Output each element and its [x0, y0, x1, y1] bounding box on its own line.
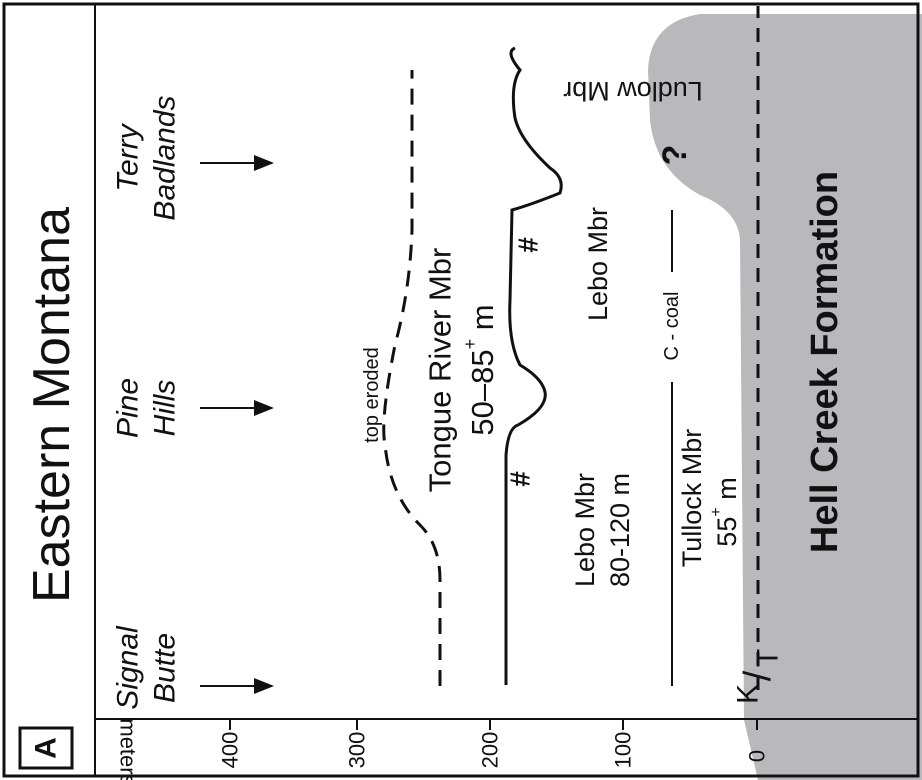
axis-tick-label: 100 — [611, 732, 636, 769]
lebo-right-label: Lebo Mbr — [583, 207, 613, 321]
locality-name-line1: Terry — [112, 122, 145, 191]
locality-name-line2: Hills — [149, 380, 182, 437]
axis-unit-label: meters — [116, 718, 141, 780]
panel-letter-box — [18, 726, 74, 770]
axis-tick-label: 300 — [345, 732, 370, 769]
kt-label-slash: / — [737, 670, 779, 681]
axis-tick-label: 400 — [218, 732, 243, 769]
hell-creek-label: Hell Creek Formation — [804, 171, 846, 553]
hash-symbol-left: # — [505, 471, 536, 487]
question-mark: ? — [656, 145, 694, 166]
kt-label-t: T — [752, 649, 785, 667]
top-eroded-dashed-line — [382, 70, 442, 686]
tullock-thickness: 55+ m — [708, 477, 743, 546]
axis-tick-label: 200 — [478, 732, 503, 769]
locality-name-line1: Pine — [112, 378, 145, 438]
locality-signal-butte: Signal Butte — [112, 625, 274, 710]
ludlow-label: Ludlow Mbr — [563, 76, 703, 106]
locality-name-line1: Signal — [112, 625, 145, 710]
kt-label-k: K — [732, 684, 765, 704]
top-eroded-label: top eroded — [361, 347, 383, 443]
kt-label: K / T — [732, 649, 785, 704]
tullock-name: Tullock Mbr — [677, 429, 707, 568]
lebo-tongue-river-contact-line — [504, 46, 563, 685]
axis-tick-label: 0 — [745, 750, 770, 762]
tongue-river-thickness: 50–85+ m — [460, 304, 500, 435]
lebo-left-thickness: 80-120 m — [605, 473, 635, 587]
locality-pine-hills: Pine Hills — [112, 378, 274, 438]
axis-ticks: 400 300 200 100 0 — [218, 719, 770, 768]
c-coal-label: C - coal — [661, 292, 683, 361]
locality-name-line2: Butte — [149, 633, 182, 703]
locality-terry-badlands: Terry Badlands — [112, 95, 274, 221]
tongue-river-label: Tongue River Mbr — [423, 248, 458, 493]
lebo-left-name: Lebo Mbr — [570, 473, 600, 587]
hash-symbol-right: # — [513, 237, 544, 253]
locality-name-line2: Badlands — [149, 95, 182, 220]
figure-title: Eastern Montana — [23, 207, 81, 603]
hell-creek-shaded-area — [648, 14, 922, 780]
panel-letter: A — [30, 737, 63, 759]
